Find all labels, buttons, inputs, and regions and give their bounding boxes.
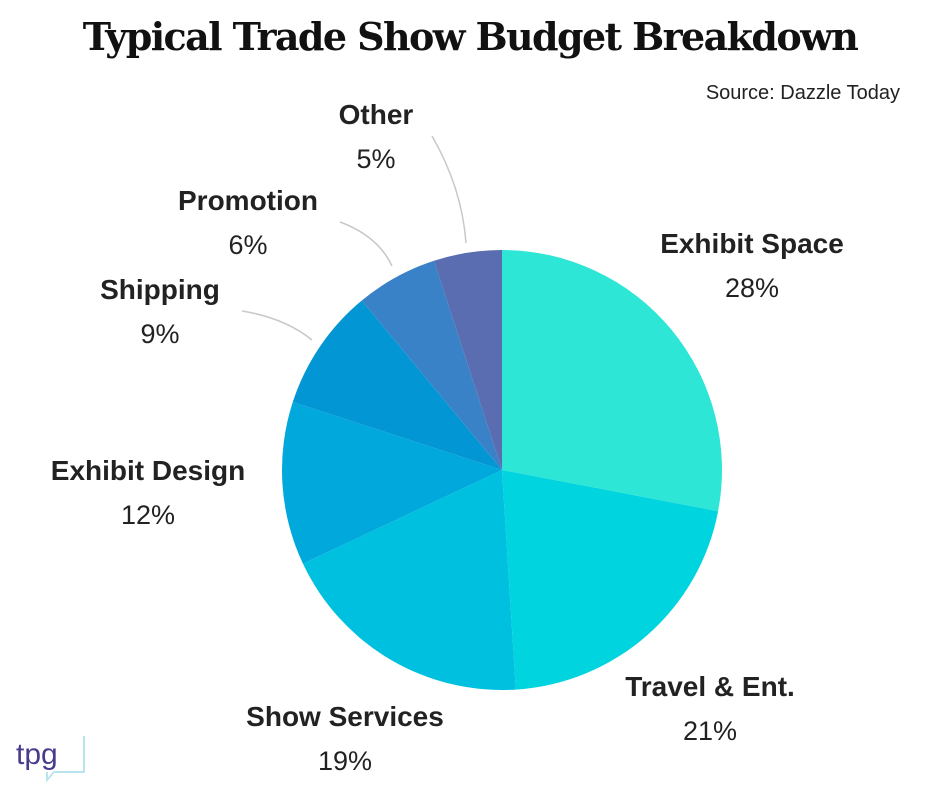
slice-label-other: Other [339, 99, 414, 130]
logo-text: tpg [16, 738, 58, 771]
slice-value-exhibit-space: 28% [725, 273, 779, 303]
leader-line-shipping [241, 310, 313, 341]
pie-slice-exhibit-design [282, 402, 502, 564]
slice-labels: Exhibit Space 28% Travel & Ent. 21% Show Ser… [51, 99, 844, 776]
slice-value-other: 5% [356, 144, 395, 174]
source-note: Source: Dazzle Today [705, 82, 900, 104]
slice-value-show-services: 19% [318, 746, 372, 776]
pie-slice-other [434, 250, 502, 470]
slice-label-shipping: Shipping [100, 274, 220, 305]
slice-label-show-services: Show Services [246, 701, 444, 732]
leader-lines [241, 135, 467, 341]
slice-value-promotion: 6% [228, 230, 267, 260]
slice-value-exhibit-design: 12% [121, 500, 175, 530]
slice-value-travel-ent: 21% [683, 716, 737, 746]
chart-title: Typical Trade Show Budget Breakdown [82, 14, 859, 59]
pie-slice-promotion [361, 260, 502, 470]
slice-label-travel-ent: Travel & Ent. [625, 671, 795, 702]
pie-slice-travel-ent [502, 470, 719, 690]
slice-label-exhibit-design: Exhibit Design [51, 455, 245, 486]
pie-slice-show-services [302, 470, 516, 691]
leader-line-other [431, 135, 467, 244]
slice-label-exhibit-space: Exhibit Space [660, 228, 844, 259]
slice-value-shipping: 9% [140, 319, 179, 349]
tpg-logo: tpg [16, 736, 85, 782]
pie-slices [282, 250, 722, 691]
pie-slice-exhibit-space [502, 250, 722, 512]
slice-label-promotion: Promotion [178, 185, 318, 216]
pie-slice-shipping [292, 300, 502, 470]
leader-line-promotion [339, 221, 393, 267]
